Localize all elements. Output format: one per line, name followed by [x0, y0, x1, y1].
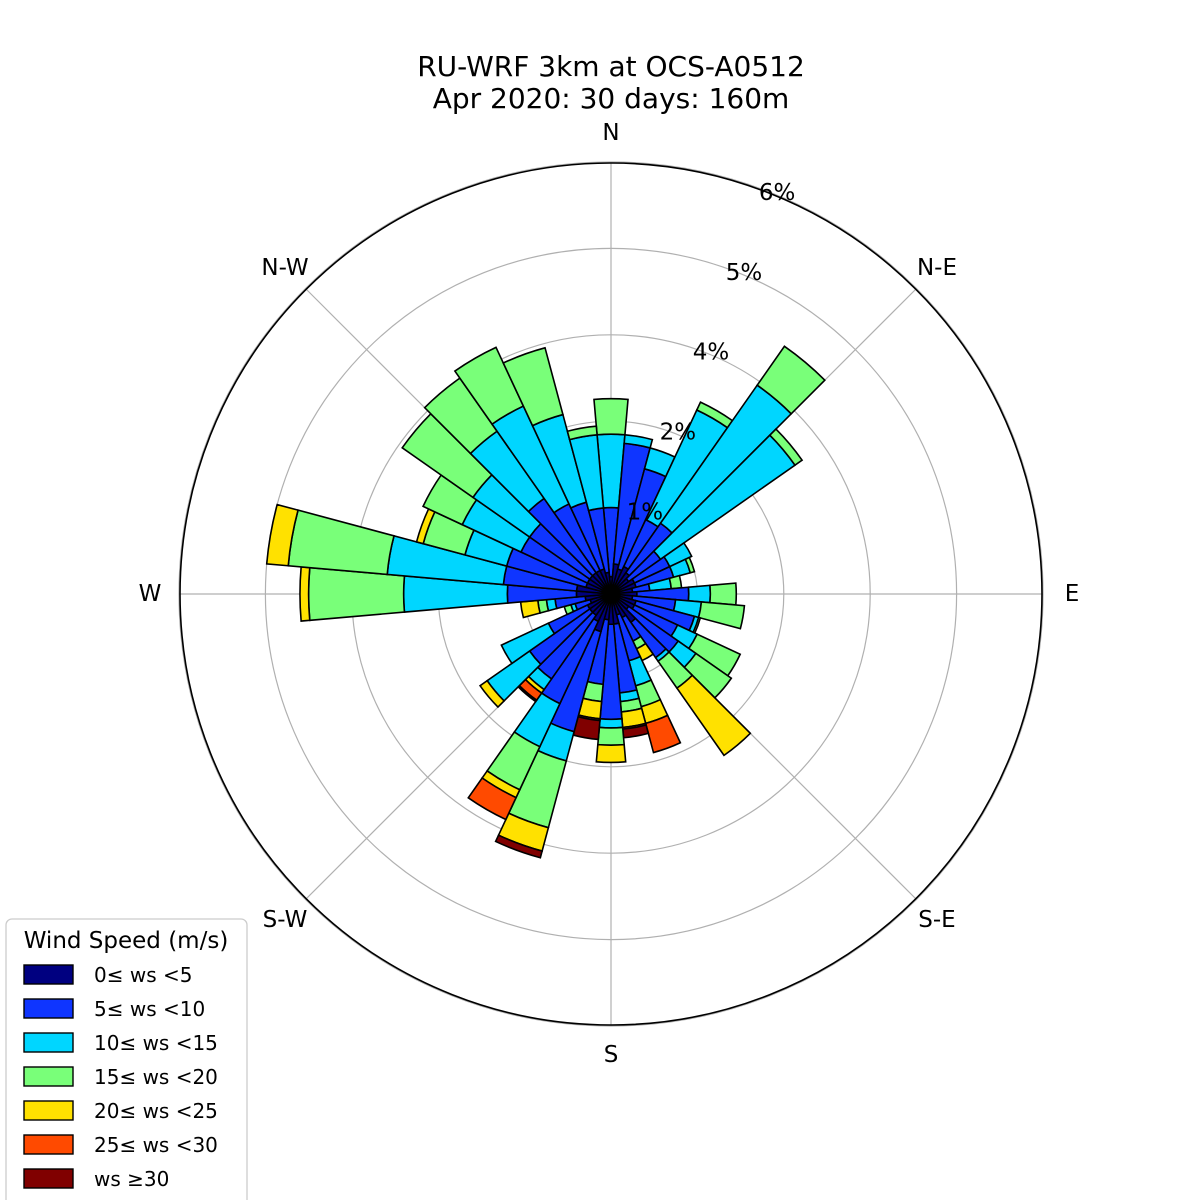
wind-bar-segment [684, 556, 696, 574]
legend-swatch [23, 1066, 74, 1087]
direction-label: S-W [263, 907, 308, 933]
wind-bar-segment [623, 433, 654, 449]
wind-bar-segment [598, 717, 624, 729]
wind-bar-segment [307, 566, 406, 622]
outer-frame [179, 162, 1043, 1026]
grid-ring [178, 161, 1044, 1027]
legend-swatch [23, 964, 74, 985]
wind-bar-segment [595, 743, 627, 764]
direction-label: N [602, 120, 619, 146]
wind-bar-segment [675, 674, 752, 757]
wind-bar-segment [287, 509, 395, 576]
wind-bar-segment [768, 427, 804, 467]
chart-title: RU-WRF 3km at OCS-A0512 [417, 50, 805, 83]
wind-bar-segment [593, 397, 629, 436]
legend-label: 5≤ ws <10 [94, 997, 205, 1021]
legend-swatch [23, 998, 74, 1019]
wind-bar-segment [662, 541, 693, 568]
legend: Wind Speed (m/s) 0≤ ws <5 5≤ ws <10 10≤ ws… [5, 918, 248, 1200]
legend-swatch [23, 1134, 74, 1155]
legend-label: ws ≥30 [94, 1167, 169, 1191]
wind-bar-segment [519, 599, 542, 619]
direction-label: N-E [917, 255, 957, 281]
legend-items: 0≤ ws <5 5≤ ws <10 10≤ ws <15 15≤ ws <20 20≤… [23, 963, 218, 1191]
legend-label: 0≤ ws <5 [94, 963, 192, 987]
direction-label: S [604, 1042, 619, 1068]
direction-label: W [139, 581, 162, 607]
legend-title: Wind Speed (m/s) [24, 928, 229, 954]
wind-bar-segment [478, 679, 506, 709]
legend-swatch [23, 1100, 74, 1121]
wind-bar-segment [756, 345, 826, 415]
legend-label: 25≤ ws <30 [94, 1133, 218, 1157]
wind-bar-segment [697, 601, 746, 630]
wind-bar-segment [644, 714, 682, 754]
ring-label: 5% [726, 260, 763, 286]
wind-bar-segment [467, 776, 518, 821]
legend-label: 20≤ ws <25 [94, 1099, 218, 1123]
axis-labels: N N-E E S-E S S-W W N-W 1% 2% 4% 5% 6% [139, 120, 1080, 1068]
legend-label: 15≤ ws <20 [94, 1065, 218, 1089]
direction-label: S-E [918, 907, 955, 933]
ring-label: 1% [627, 499, 664, 525]
legend-label: 10≤ ws <15 [94, 1031, 218, 1055]
wind-bar-segment [687, 584, 712, 604]
wind-bar-segment [596, 726, 626, 747]
wind-bar-segment [265, 503, 300, 567]
wind-bar-segment [453, 346, 525, 426]
wind-bar-segment [500, 622, 556, 665]
ring-label: 2% [660, 420, 697, 446]
wind-bar-segment [299, 566, 311, 622]
wind-bar-segment [494, 834, 544, 859]
legend-frame [5, 918, 248, 1200]
wind-bar-segment [709, 582, 738, 606]
wind-bars [265, 345, 826, 859]
ring-label: 6% [759, 180, 796, 206]
wind-bar-segment [566, 425, 598, 441]
direction-label: E [1065, 581, 1080, 607]
chart-subtitle: Apr 2020: 30 days: 160m [433, 82, 790, 115]
ring-label: 4% [693, 340, 730, 366]
wind-bar-segment [668, 574, 683, 590]
legend-swatch [23, 1168, 74, 1189]
direction-label: N-W [261, 255, 308, 281]
wind-bar-segment [502, 346, 564, 427]
legend-swatch [23, 1032, 74, 1053]
